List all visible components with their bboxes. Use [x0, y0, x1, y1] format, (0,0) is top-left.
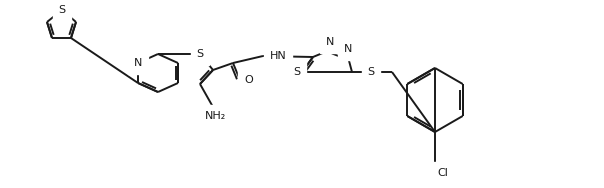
Text: S: S [293, 67, 300, 77]
Text: NH₂: NH₂ [204, 111, 226, 121]
Text: O: O [244, 75, 252, 85]
Text: S: S [196, 49, 204, 59]
Text: S: S [59, 5, 66, 15]
Text: N: N [134, 58, 142, 68]
Text: S: S [367, 67, 374, 77]
Text: N: N [326, 37, 334, 47]
Text: Cl: Cl [437, 168, 448, 178]
Text: N: N [344, 44, 352, 54]
Text: HN: HN [270, 51, 287, 61]
